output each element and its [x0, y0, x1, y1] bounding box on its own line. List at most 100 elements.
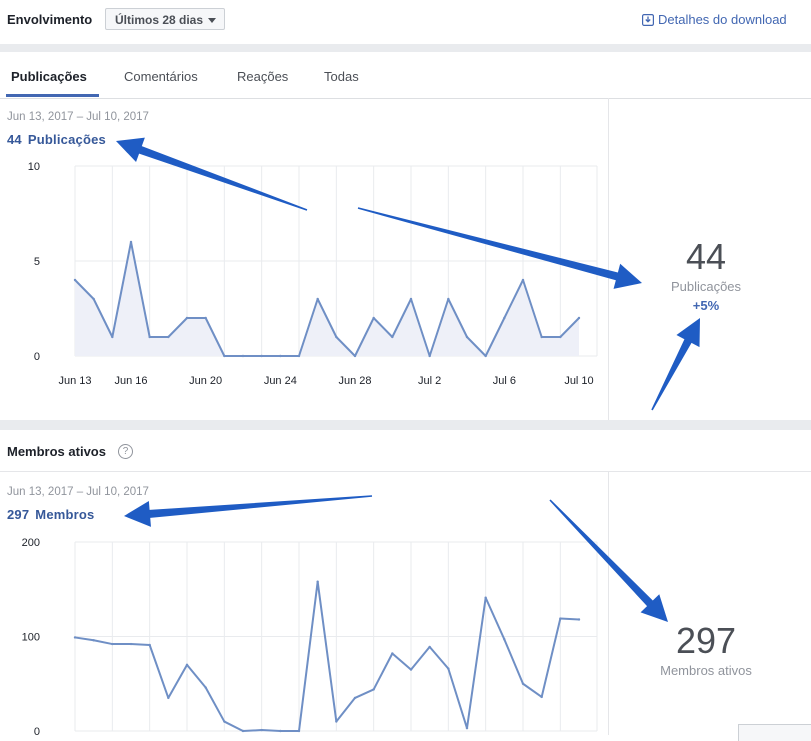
- data-point: [185, 663, 189, 667]
- data-point: [484, 596, 487, 599]
- posts-summary-label: Publicações: [670, 279, 742, 294]
- data-point: [316, 580, 319, 583]
- download-details-label: Detalhes do download: [658, 12, 787, 27]
- members-summary-label: Membros ativos: [660, 663, 752, 678]
- y-tick-label: 0: [34, 351, 40, 363]
- y-tick-label: 100: [22, 632, 40, 644]
- x-tick-label: Jul 10: [564, 375, 593, 387]
- tabs-bar: Publicações Comentários Reações Todas: [0, 52, 811, 99]
- data-point: [204, 686, 207, 689]
- posts-date-range: Jun 13, 2017 – Jul 10, 2017: [7, 111, 149, 123]
- members-summary-number: 297: [675, 620, 737, 661]
- data-point: [73, 278, 77, 282]
- data-point: [260, 728, 263, 732]
- data-point: [559, 335, 562, 339]
- data-point: [73, 636, 77, 639]
- series-area: [75, 242, 579, 356]
- data-point: [409, 297, 413, 301]
- data-point: [540, 335, 543, 339]
- download-details-link[interactable]: Detalhes do download: [642, 12, 787, 29]
- data-point: [521, 278, 525, 282]
- members-section-title: Membros ativos: [7, 444, 106, 459]
- section-divider: [0, 44, 811, 52]
- x-tick-label: Jul 2: [418, 375, 441, 387]
- data-point: [92, 639, 95, 642]
- data-point: [279, 729, 282, 733]
- members-panel-divider: [608, 472, 609, 735]
- series-line: [74, 580, 580, 732]
- data-point: [372, 688, 375, 691]
- annotation-arrow: [549, 499, 668, 622]
- data-point: [223, 720, 226, 723]
- members-count: 297: [7, 507, 30, 522]
- posts-count-link[interactable]: 44 Publicações: [7, 132, 106, 147]
- posts-panel-divider: [608, 98, 609, 420]
- data-point: [148, 643, 151, 647]
- y-tick-label: 200: [22, 537, 40, 549]
- data-point: [148, 335, 151, 339]
- data-point: [92, 297, 95, 301]
- data-point: [297, 354, 301, 358]
- data-point: [503, 638, 506, 641]
- data-point: [241, 729, 245, 733]
- members-count-label: Membros: [35, 507, 95, 522]
- data-point: [111, 642, 114, 646]
- tab-todas[interactable]: Todas: [324, 69, 359, 84]
- members-header-divider: [0, 471, 811, 472]
- posts-count-label: Publicações: [27, 132, 106, 147]
- series-line: [74, 241, 580, 357]
- x-tick-label: Jun 28: [338, 375, 371, 387]
- annotation-arrow: [116, 137, 308, 211]
- y-tick-label: 5: [34, 256, 40, 268]
- annotation-arrow: [124, 495, 373, 527]
- data-point: [241, 354, 245, 358]
- data-point: [279, 354, 282, 358]
- data-point: [297, 729, 301, 733]
- help-icon[interactable]: ?: [118, 444, 133, 459]
- data-point: [559, 617, 562, 620]
- data-point: [484, 354, 487, 358]
- x-tick-label: Jul 6: [493, 375, 516, 387]
- data-point: [260, 354, 263, 358]
- members-count-link[interactable]: 297 Membros: [7, 507, 95, 522]
- data-point: [503, 316, 506, 320]
- active-tab-indicator: [6, 94, 99, 97]
- data-point: [204, 316, 207, 320]
- x-tick-label: Jun 13: [58, 375, 91, 387]
- data-point: [372, 316, 375, 320]
- annotation-arrow: [651, 318, 700, 411]
- data-point: [577, 316, 581, 320]
- date-range-select[interactable]: Últimos 28 dias: [105, 8, 225, 30]
- data-point: [353, 354, 357, 358]
- data-point: [129, 642, 133, 646]
- data-point: [465, 726, 469, 730]
- data-point: [521, 682, 525, 685]
- data-point: [129, 240, 133, 244]
- posts-summary-number: 44: [685, 236, 727, 277]
- data-point: [465, 335, 469, 339]
- download-icon: [642, 14, 655, 29]
- y-tick-label: 0: [34, 726, 40, 735]
- data-point: [223, 354, 226, 358]
- data-point: [335, 720, 338, 723]
- data-point: [335, 335, 338, 339]
- data-point: [316, 297, 319, 301]
- data-point: [353, 696, 357, 700]
- data-point: [185, 316, 189, 320]
- tab-reacoes[interactable]: Reações: [237, 69, 289, 84]
- posts-chart: 10 5 0 Jun 13 Jun 16 Jun 20 Jun 24 Jun 28 Jul 2 J…: [28, 161, 598, 387]
- section-divider-2: [0, 420, 811, 430]
- chevron-down-icon: [208, 18, 216, 23]
- data-point: [111, 335, 114, 339]
- data-point: [447, 667, 450, 670]
- data-point: [447, 297, 450, 301]
- tab-comentarios[interactable]: Comentários: [124, 69, 198, 84]
- posts-count: 44: [7, 132, 22, 147]
- page-title: Envolvimento: [7, 12, 93, 27]
- date-range-select-value: Últimos 28 dias: [115, 13, 204, 27]
- tab-publicacoes[interactable]: Publicações: [11, 69, 87, 84]
- annotation-arrow: [357, 207, 642, 289]
- data-point: [391, 652, 394, 655]
- data-point: [391, 335, 394, 339]
